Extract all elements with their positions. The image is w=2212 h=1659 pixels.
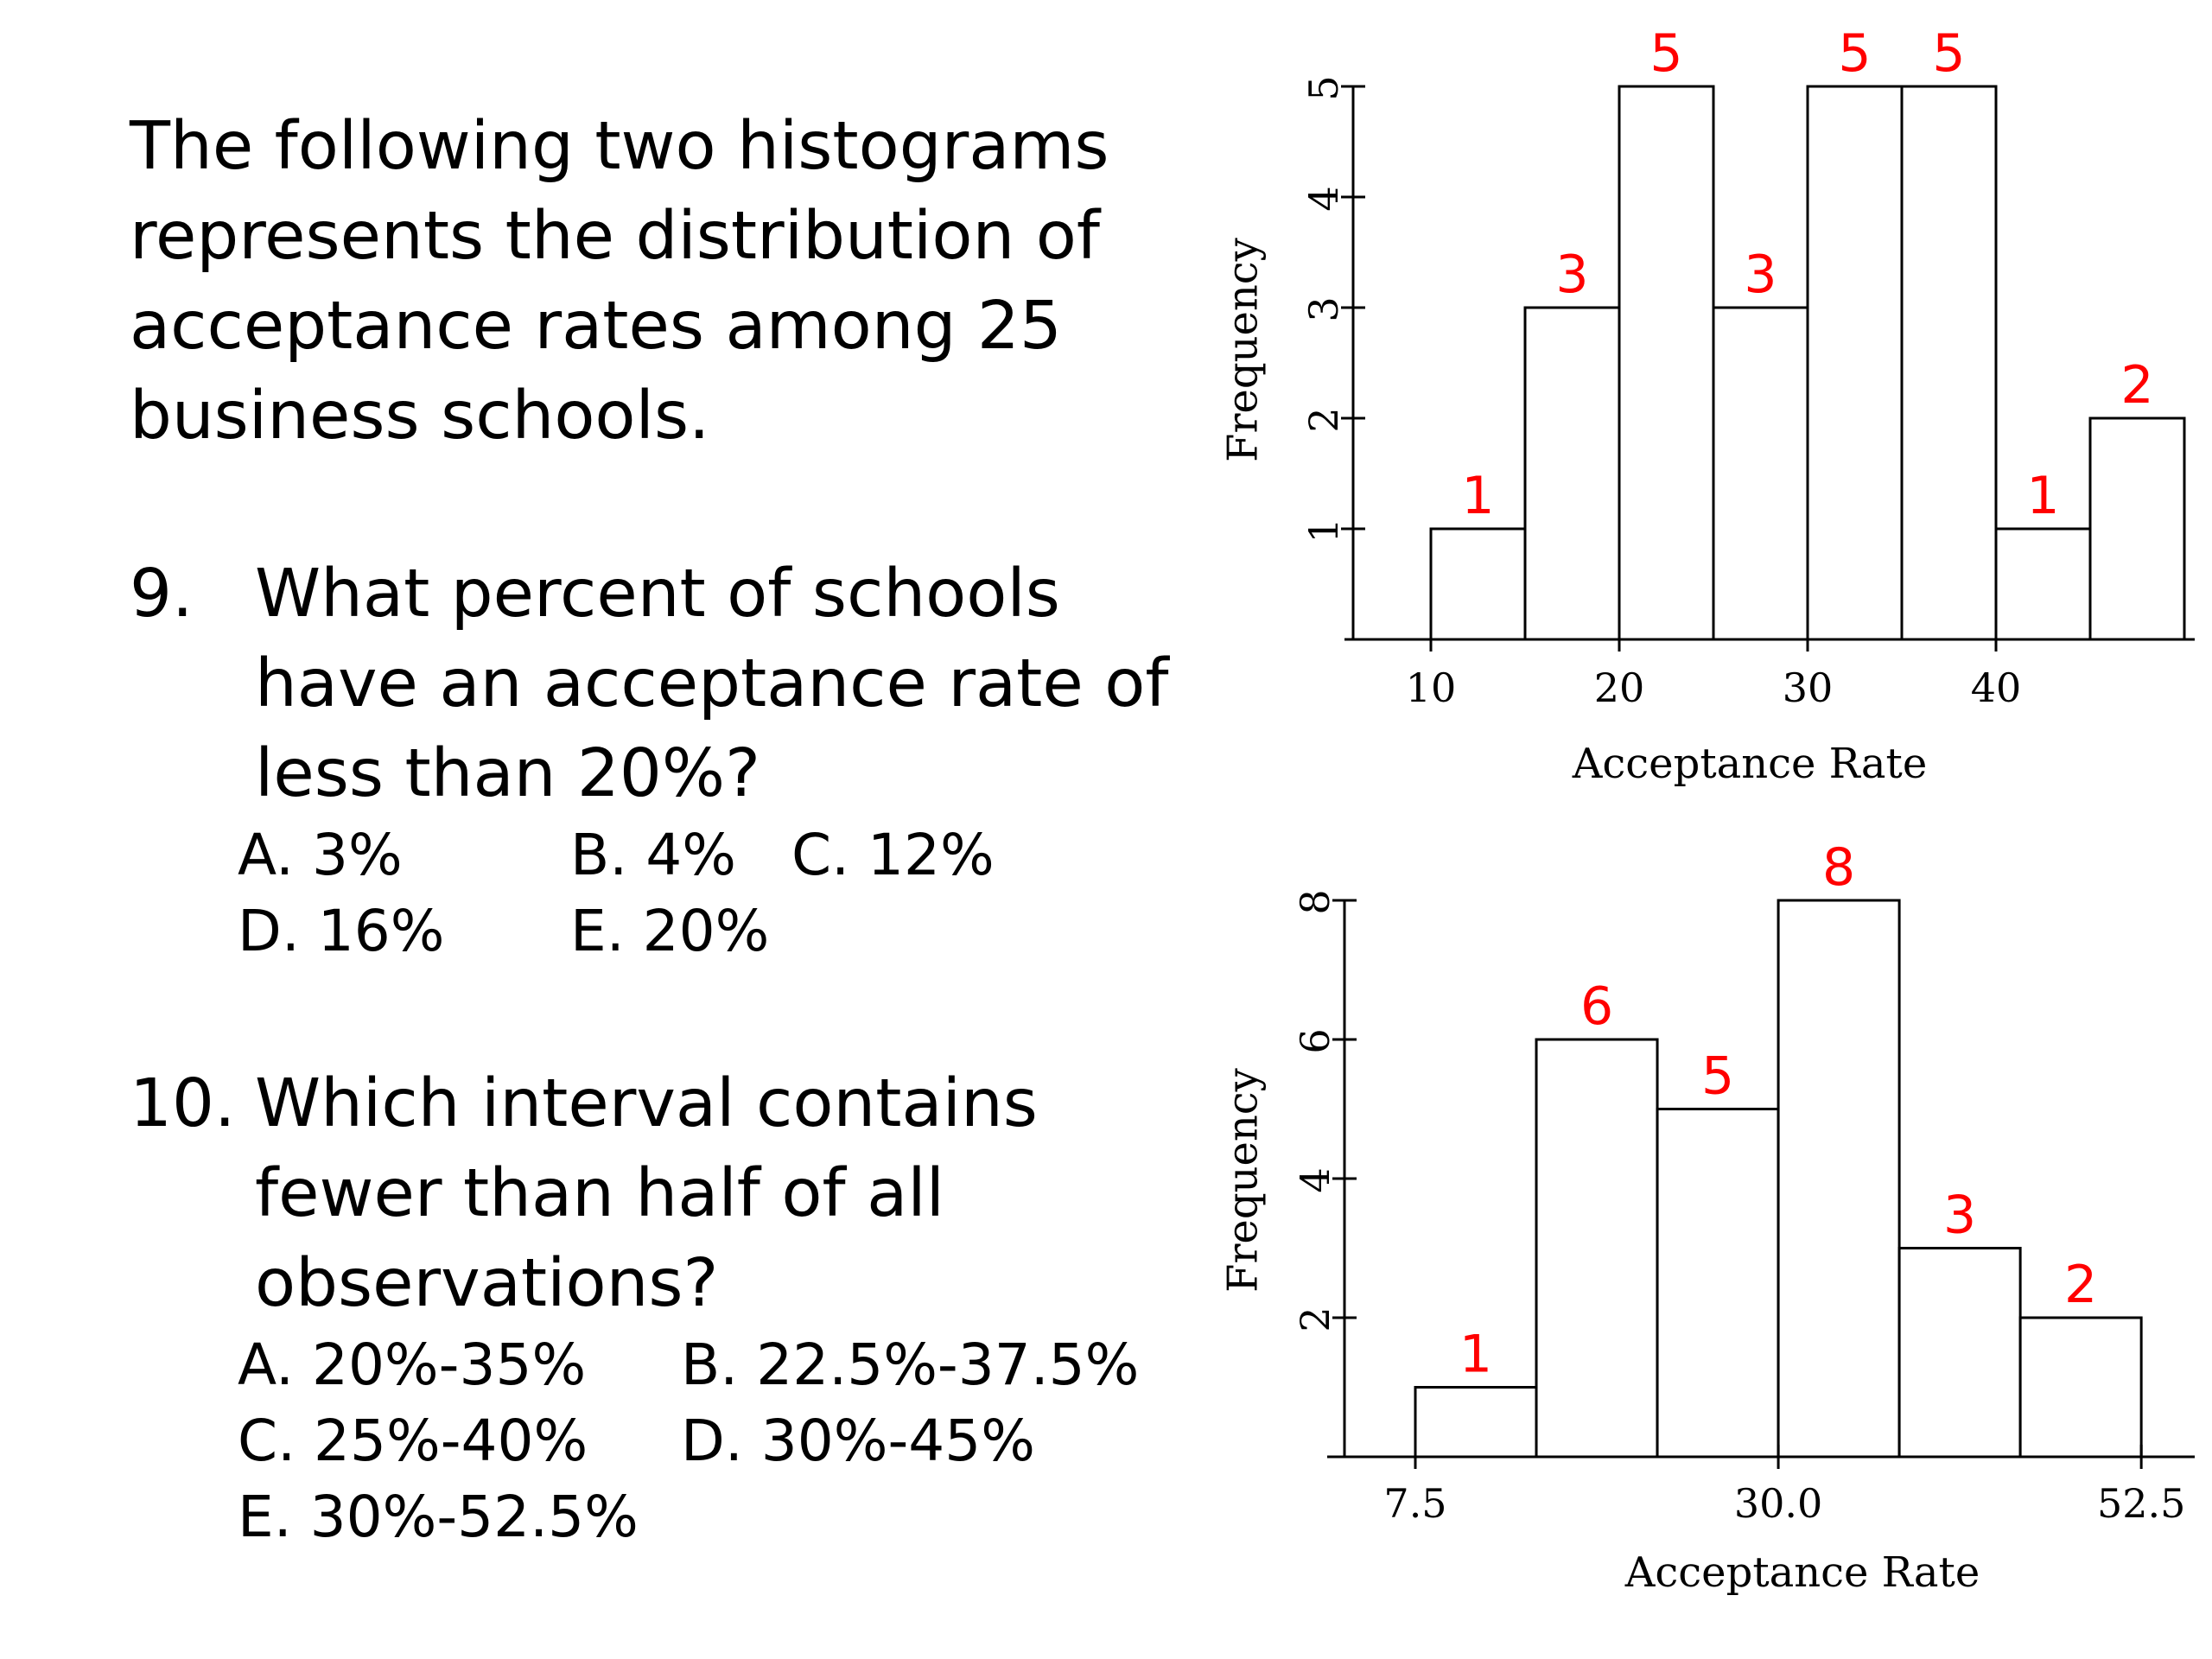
q9-option-e: E. 20% [570, 898, 770, 964]
hist1-y-tick-label: 2 [1300, 407, 1347, 432]
q10-option-d: D. 30%-45% [681, 1408, 1035, 1474]
hist1-x-axis-title: Acceptance Rate [1572, 740, 1927, 788]
hist1-x-tick-label: 40 [1971, 664, 2022, 711]
hist2-x-tick-label: 30.0 [1734, 1480, 1822, 1527]
hist2-y-axis-title: Frequency [1219, 1068, 1268, 1293]
hist1-bar [1523, 306, 1621, 641]
q9-option-a: A. 3% [238, 822, 403, 888]
question-9-number: 9. [130, 556, 194, 632]
hist1-data-label: 3 [1744, 245, 1777, 305]
hist2-x-axis-title: Acceptance Rate [1624, 1548, 1980, 1597]
hist2-bar [1535, 1038, 1659, 1459]
hist2-y-tick-label: 8 [1292, 889, 1338, 914]
question-10-text: Which interval contains fewer than half … [255, 1065, 1038, 1322]
hist2-data-label: 1 [1459, 1325, 1492, 1385]
hist2-bar [1777, 899, 1901, 1459]
hist1-y-tick-label: 3 [1300, 296, 1347, 321]
hist1-x-tick-label: 20 [1594, 664, 1645, 711]
hist2-bar [1897, 1247, 2022, 1459]
hist1-y-tick-label: 1 [1300, 518, 1347, 543]
hist1-data-label: 1 [1461, 466, 1494, 526]
hist1-data-label: 5 [1649, 23, 1682, 84]
q9-option-d: D. 16% [238, 898, 445, 964]
hist1-bar [2088, 416, 2186, 641]
q10-option-a: A. 20%-35% [238, 1332, 587, 1398]
hist2-bar [1656, 1108, 1780, 1459]
hist2-y-tick-label: 2 [1292, 1306, 1338, 1332]
intro-text: The following two histograms represents … [130, 108, 1109, 454]
hist2-bar [1414, 1386, 1538, 1459]
hist1-x-tick-label: 30 [1783, 664, 1834, 711]
hist1-bar [1429, 527, 1527, 641]
hist2-data-label: 3 [1943, 1185, 1976, 1246]
hist1-y-axis-title: Frequency [1219, 238, 1268, 462]
question-9-text: What percent of schools have an acceptan… [255, 556, 1169, 812]
hist1-x-tick-label: 10 [1406, 664, 1457, 711]
hist1-data-label: 3 [1555, 245, 1588, 305]
hist2-data-label: 2 [2064, 1255, 2097, 1315]
hist1-bar [1806, 85, 1904, 641]
hist2-y-tick-label: 4 [1292, 1167, 1338, 1192]
hist1-bar [1618, 85, 1715, 641]
hist1-data-label: 5 [1932, 23, 1965, 84]
hist1-bar [1712, 306, 1809, 641]
hist2-data-label: 6 [1580, 976, 1613, 1037]
q10-option-e: E. 30%-52.5% [238, 1484, 639, 1550]
hist2-x-tick-label: 7.5 [1383, 1480, 1446, 1527]
hist2-x-tick-label: 52.5 [2097, 1480, 2185, 1527]
hist1-data-label: 5 [1838, 23, 1871, 84]
q9-option-c: C. 12% [791, 822, 995, 888]
hist1-y-tick-label: 5 [1300, 75, 1347, 100]
hist1-data-label: 1 [2026, 466, 2059, 526]
hist2-y-tick-label: 6 [1292, 1028, 1338, 1053]
hist1-data-label: 2 [2120, 355, 2153, 416]
hist1-y-tick-label: 4 [1300, 186, 1347, 211]
q9-option-b: B. 4% [570, 822, 736, 888]
hist2-data-label: 5 [1701, 1046, 1734, 1107]
hist1-bar [1900, 85, 1998, 641]
q10-option-c: C. 25%-40% [238, 1408, 588, 1474]
hist2-bar [2018, 1316, 2143, 1459]
hist1-bar [1994, 527, 2092, 641]
hist2-data-label: 8 [1822, 837, 1855, 898]
question-10-number: 10. [130, 1065, 236, 1142]
q10-option-b: B. 22.5%-37.5% [681, 1332, 1140, 1398]
